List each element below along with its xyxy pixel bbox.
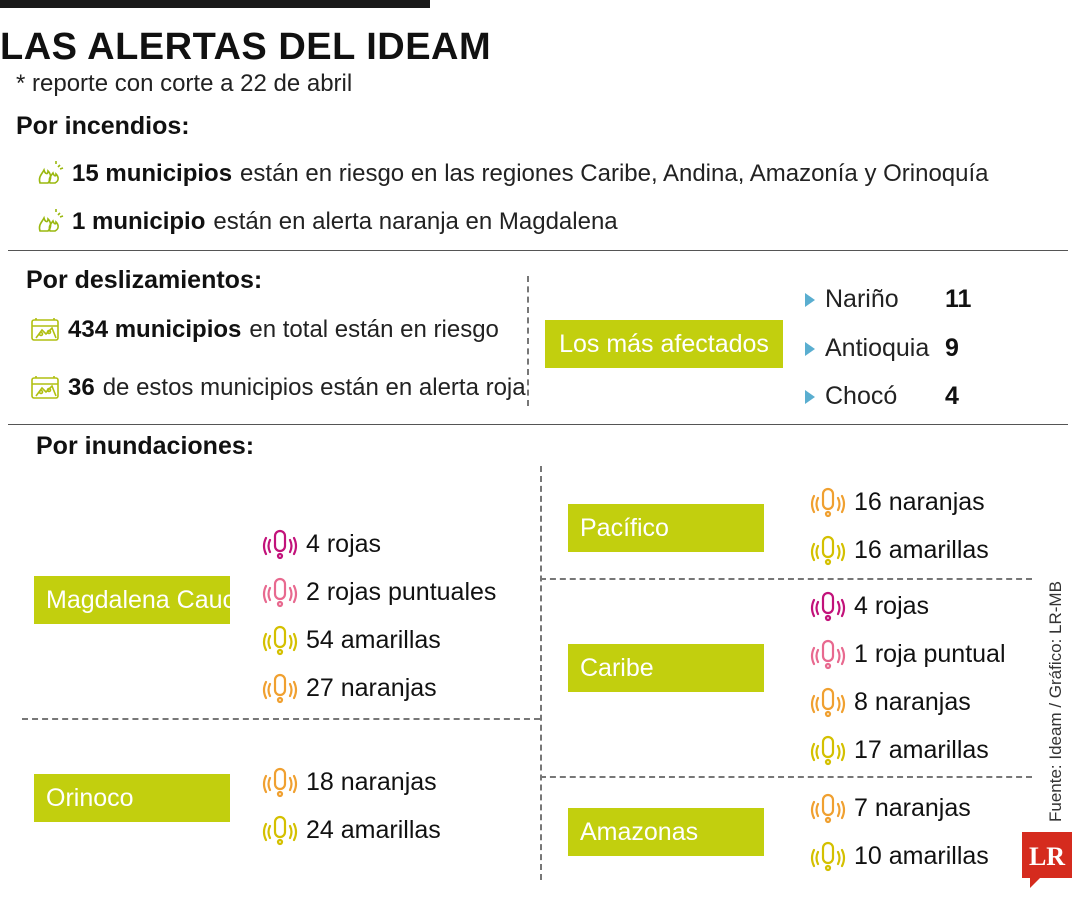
region-amazonas: Amazonas: [568, 808, 764, 856]
lr-logo-icon: LR: [1022, 832, 1072, 888]
alert-icon: [810, 535, 846, 566]
source-wrapper: Fuente: Ideam / Gráfico: LR-MB: [1046, 581, 1072, 822]
page-subtitle: * reporte con corte a 22 de abril: [16, 70, 353, 97]
divider-1: [8, 250, 1068, 251]
region-pacifico: Pacífico: [568, 504, 764, 552]
bullet-triangle-icon: [805, 292, 815, 307]
incendios-item-1: 15 municipios están en riesgo en las regi…: [36, 160, 989, 188]
alert-icon: [262, 577, 298, 608]
alert-row: 54 amarillas: [262, 616, 496, 664]
region-magdalena-cauca: Magdalena Cauca: [34, 576, 249, 624]
inundaciones-heading: Por inundaciones:: [36, 432, 255, 460]
bullet-triangle-icon: [805, 341, 815, 356]
landslide-icon: [31, 376, 59, 399]
alert-icon: [810, 735, 846, 766]
alert-row: 24 amarillas: [262, 806, 441, 854]
deslizamientos-item-2: 36 de estos municipios están en alerta ro…: [30, 374, 526, 402]
top-bar: [0, 0, 430, 8]
deslizamientos-item-1: 434 municipios en total están en riesgo: [30, 316, 499, 344]
alert-row: 27 naranjas: [262, 664, 496, 712]
landslide-icon: [31, 318, 59, 341]
fire-icon: [38, 161, 64, 184]
alert-row: 10 amarillas: [810, 832, 989, 880]
divider-2: [8, 424, 1068, 425]
alert-icon: [262, 625, 298, 656]
region-orinoco: Orinoco: [34, 774, 230, 822]
alert-row: 16 amarillas: [810, 526, 989, 574]
page-title: LAS ALERTAS DEL IDEAM: [0, 26, 492, 68]
alert-icon: [810, 487, 846, 518]
alert-icon: [810, 841, 846, 872]
incendios-heading: Por incendios:: [16, 112, 190, 140]
alert-row: 2 rojas puntuales: [262, 568, 496, 616]
source-credit: Fuente: Ideam / Gráfico: LR-MB: [1046, 581, 1065, 822]
alert-icon: [262, 815, 298, 846]
alert-row: 4 rojas: [262, 520, 496, 568]
magdalena-cauca-alerts: 4 rojas 2 rojas puntuales 54 amarillas 2…: [262, 520, 496, 712]
divider-vertical-1: [527, 276, 529, 406]
alert-icon: [810, 687, 846, 718]
amazonas-alerts: 7 naranjas 10 amarillas: [810, 784, 989, 880]
alert-icon: [810, 591, 846, 622]
alert-icon: [262, 767, 298, 798]
divider-right-2: [540, 776, 1032, 778]
alert-icon: [262, 529, 298, 560]
affected-row-antioquia: Antioquia 9: [805, 334, 959, 363]
divider-right-1: [540, 578, 1032, 580]
los-mas-afectados-label: Los más afectados: [545, 320, 783, 368]
region-caribe: Caribe: [568, 644, 764, 692]
alert-row: 1 roja puntual: [810, 630, 1006, 678]
alert-row: 4 rojas: [810, 582, 1006, 630]
fire-icon: [38, 209, 64, 232]
alert-icon: [810, 793, 846, 824]
alert-row: 16 naranjas: [810, 478, 989, 526]
orinoco-alerts: 18 naranjas 24 amarillas: [262, 758, 441, 854]
caribe-alerts: 4 rojas 1 roja puntual 8 naranjas 17 ama…: [810, 582, 1006, 774]
alert-row: 8 naranjas: [810, 678, 1006, 726]
incendios-item-2: 1 municipio están en alerta naranja en Ma…: [36, 208, 618, 236]
logo-text: LR: [1029, 842, 1065, 871]
alert-row: 17 amarillas: [810, 726, 1006, 774]
alert-row: 7 naranjas: [810, 784, 989, 832]
deslizamientos-heading: Por deslizamientos:: [26, 266, 263, 294]
affected-row-choco: Chocó 4: [805, 382, 959, 411]
bullet-triangle-icon: [805, 389, 815, 404]
alert-row: 18 naranjas: [262, 758, 441, 806]
divider-vertical-2: [540, 466, 542, 880]
divider-left: [22, 718, 540, 720]
alert-icon: [810, 639, 846, 670]
affected-row-narino: Nariño 11: [805, 285, 971, 314]
alert-icon: [262, 673, 298, 704]
pacifico-alerts: 16 naranjas 16 amarillas: [810, 478, 989, 574]
